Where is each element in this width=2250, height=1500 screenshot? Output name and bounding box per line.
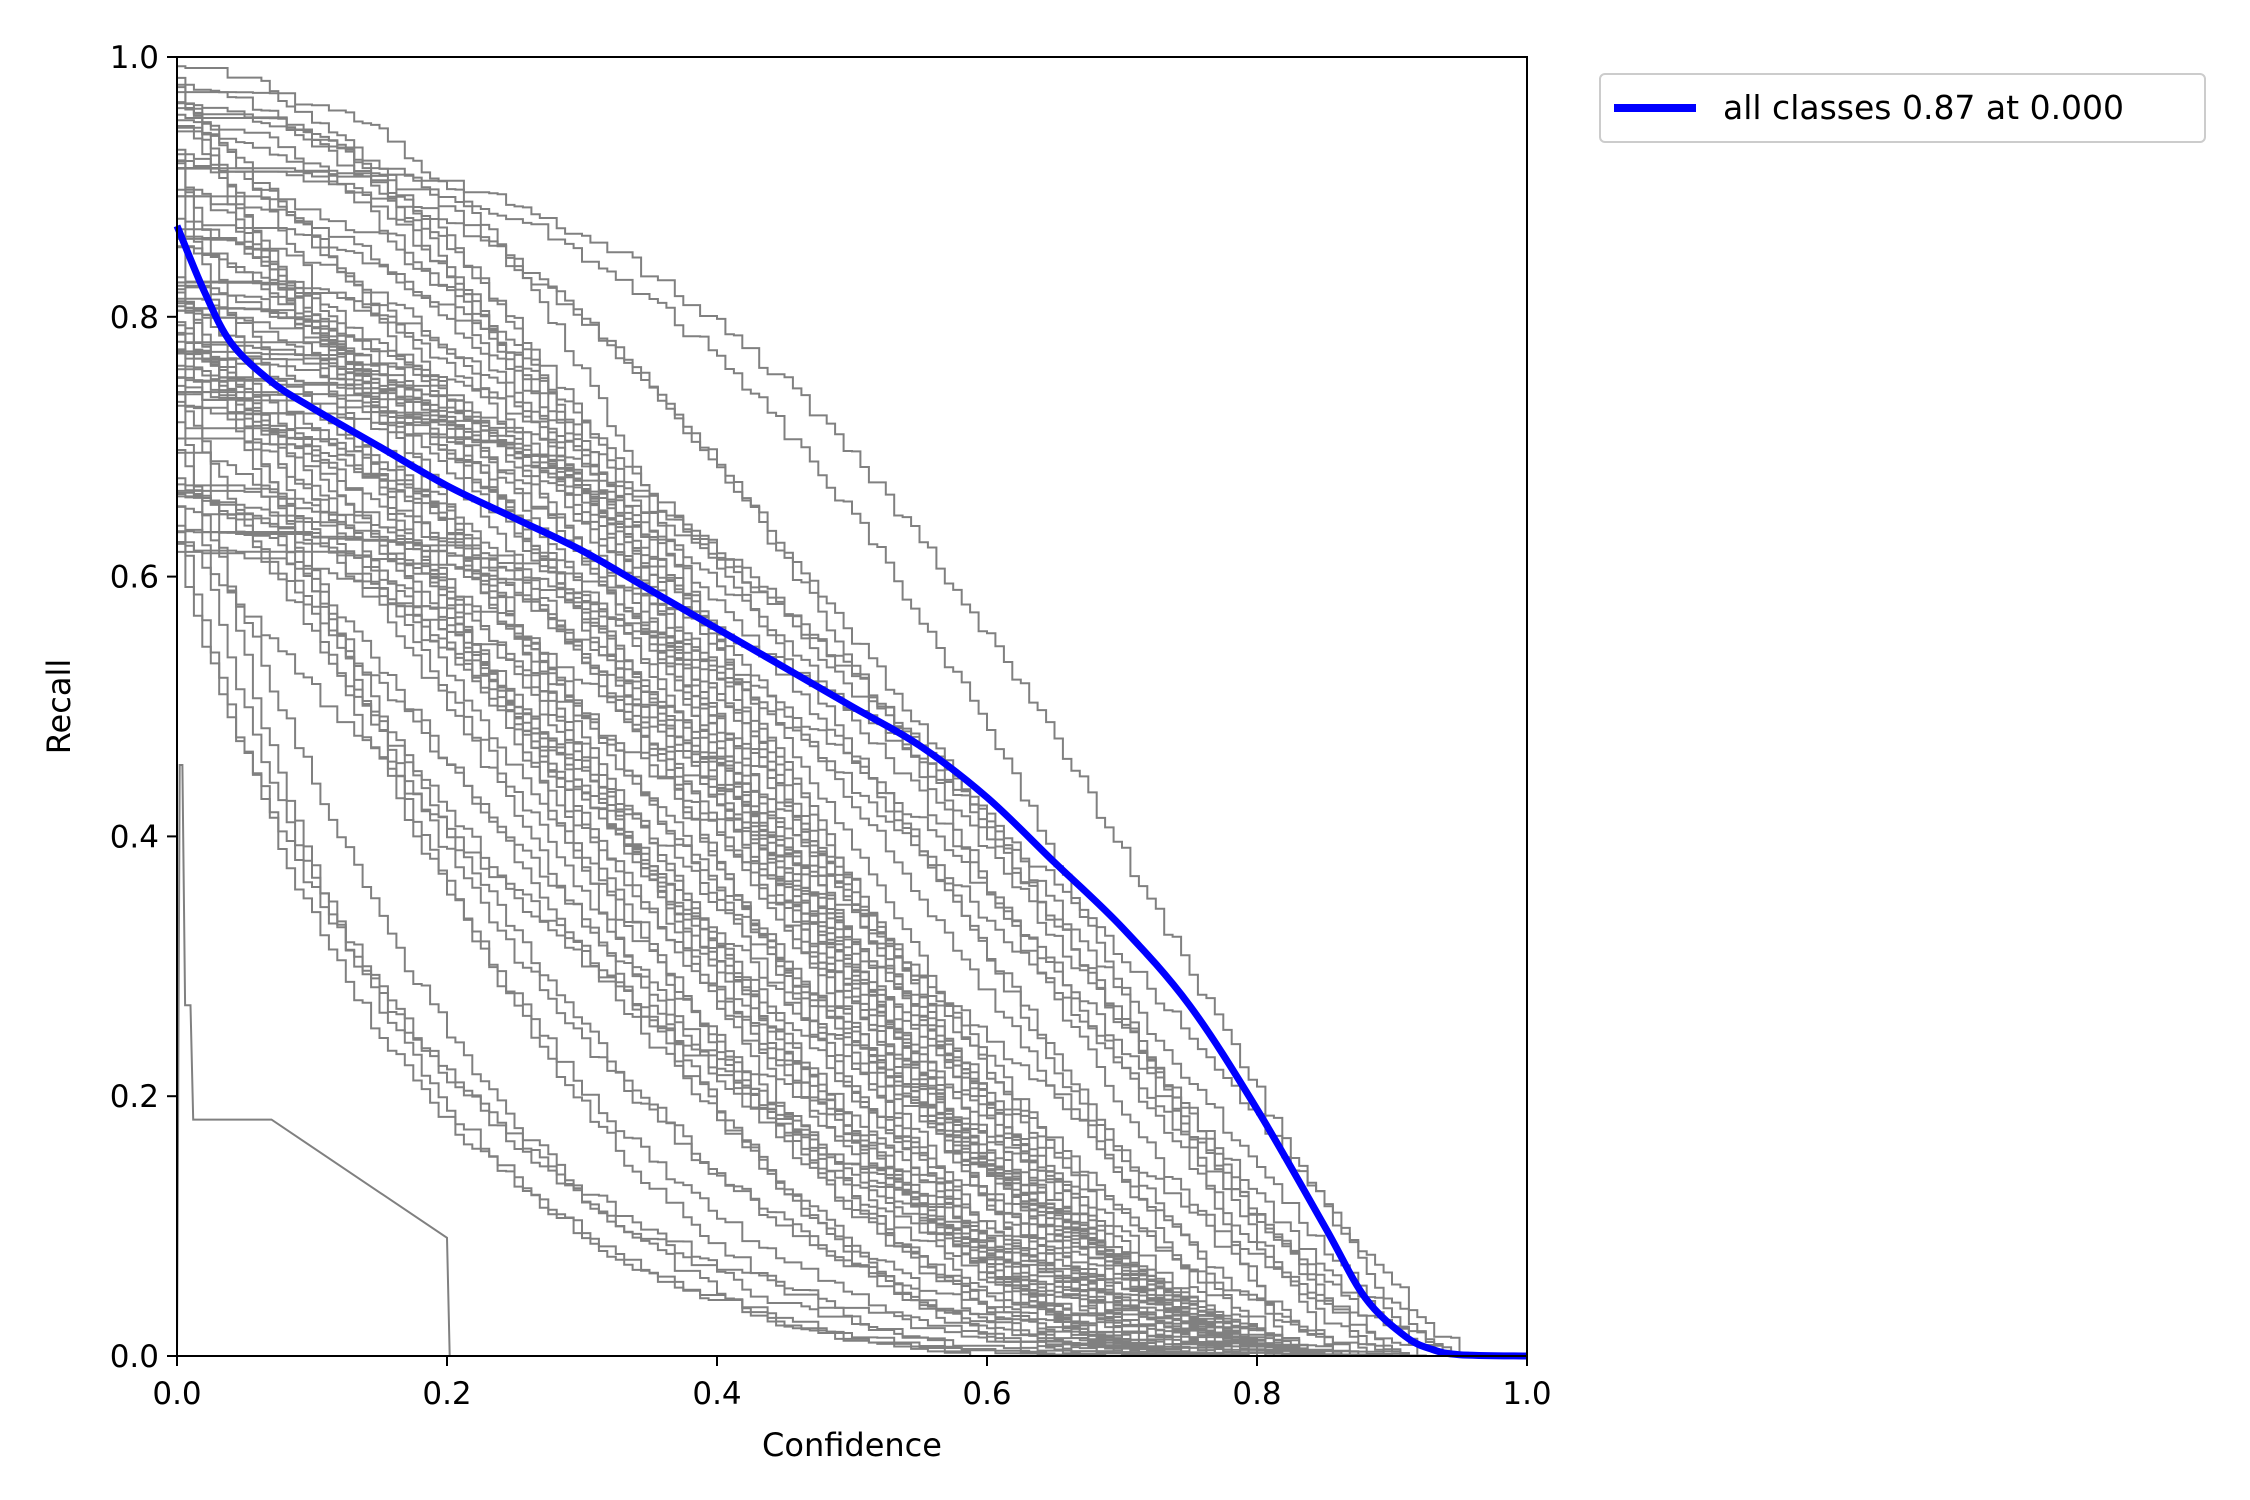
y-tick-label: 1.0 [110,40,159,76]
x-tick-label: 1.0 [1502,1376,1551,1412]
y-tick-label: 0.8 [110,300,159,336]
legend: all classes 0.87 at 0.000 [1599,73,2206,143]
class-curve [176,120,1527,1357]
x-tick-label: 0.4 [692,1376,741,1412]
class-curve [177,107,1527,1357]
y-tick-label: 0.4 [110,819,159,855]
class-curve [176,243,1527,1357]
axes-frame [176,56,1528,1357]
class-curve [176,164,1527,1357]
class-curve [176,217,1527,1357]
class-curve [176,321,1527,1357]
class-curve [177,404,1527,1357]
y-tick-label: 0.2 [110,1079,159,1115]
class-curve [176,84,1527,1357]
x-tick-label: 0.0 [152,1376,201,1412]
class-curve [176,195,1527,1357]
x-axis-ticks: 0.0 0.2 0.4 0.6 0.8 1.0 [152,1356,1552,1412]
class-curve [177,281,1527,1357]
legend-label-all-classes: all classes 0.87 at 0.000 [1723,88,2124,127]
legend-box [1599,73,2206,143]
class-curve [176,86,1527,1357]
class-curve [176,764,454,1357]
all-classes-series [173,224,1528,1360]
class-curve [176,188,1527,1357]
class-curve [177,101,1527,1357]
class-curve [177,76,1527,1357]
y-axis-label: Recall [40,659,78,754]
class-curve [176,165,1527,1357]
y-tick-label: 0.6 [110,560,159,596]
y-axis-ticks: 0.0 0.2 0.4 0.6 0.8 1.0 [110,40,177,1375]
x-tick-label: 0.2 [422,1376,471,1412]
x-axis-label: Confidence [762,1426,942,1464]
all-classes-line [173,224,1528,1360]
class-curve [177,489,1527,1357]
x-tick-label: 0.6 [962,1376,1011,1412]
class-curve [177,352,1527,1357]
y-tick-label: 0.0 [110,1339,159,1375]
class-curve [177,160,1527,1357]
x-tick-label: 0.8 [1232,1376,1281,1412]
class-curve [176,384,1527,1357]
